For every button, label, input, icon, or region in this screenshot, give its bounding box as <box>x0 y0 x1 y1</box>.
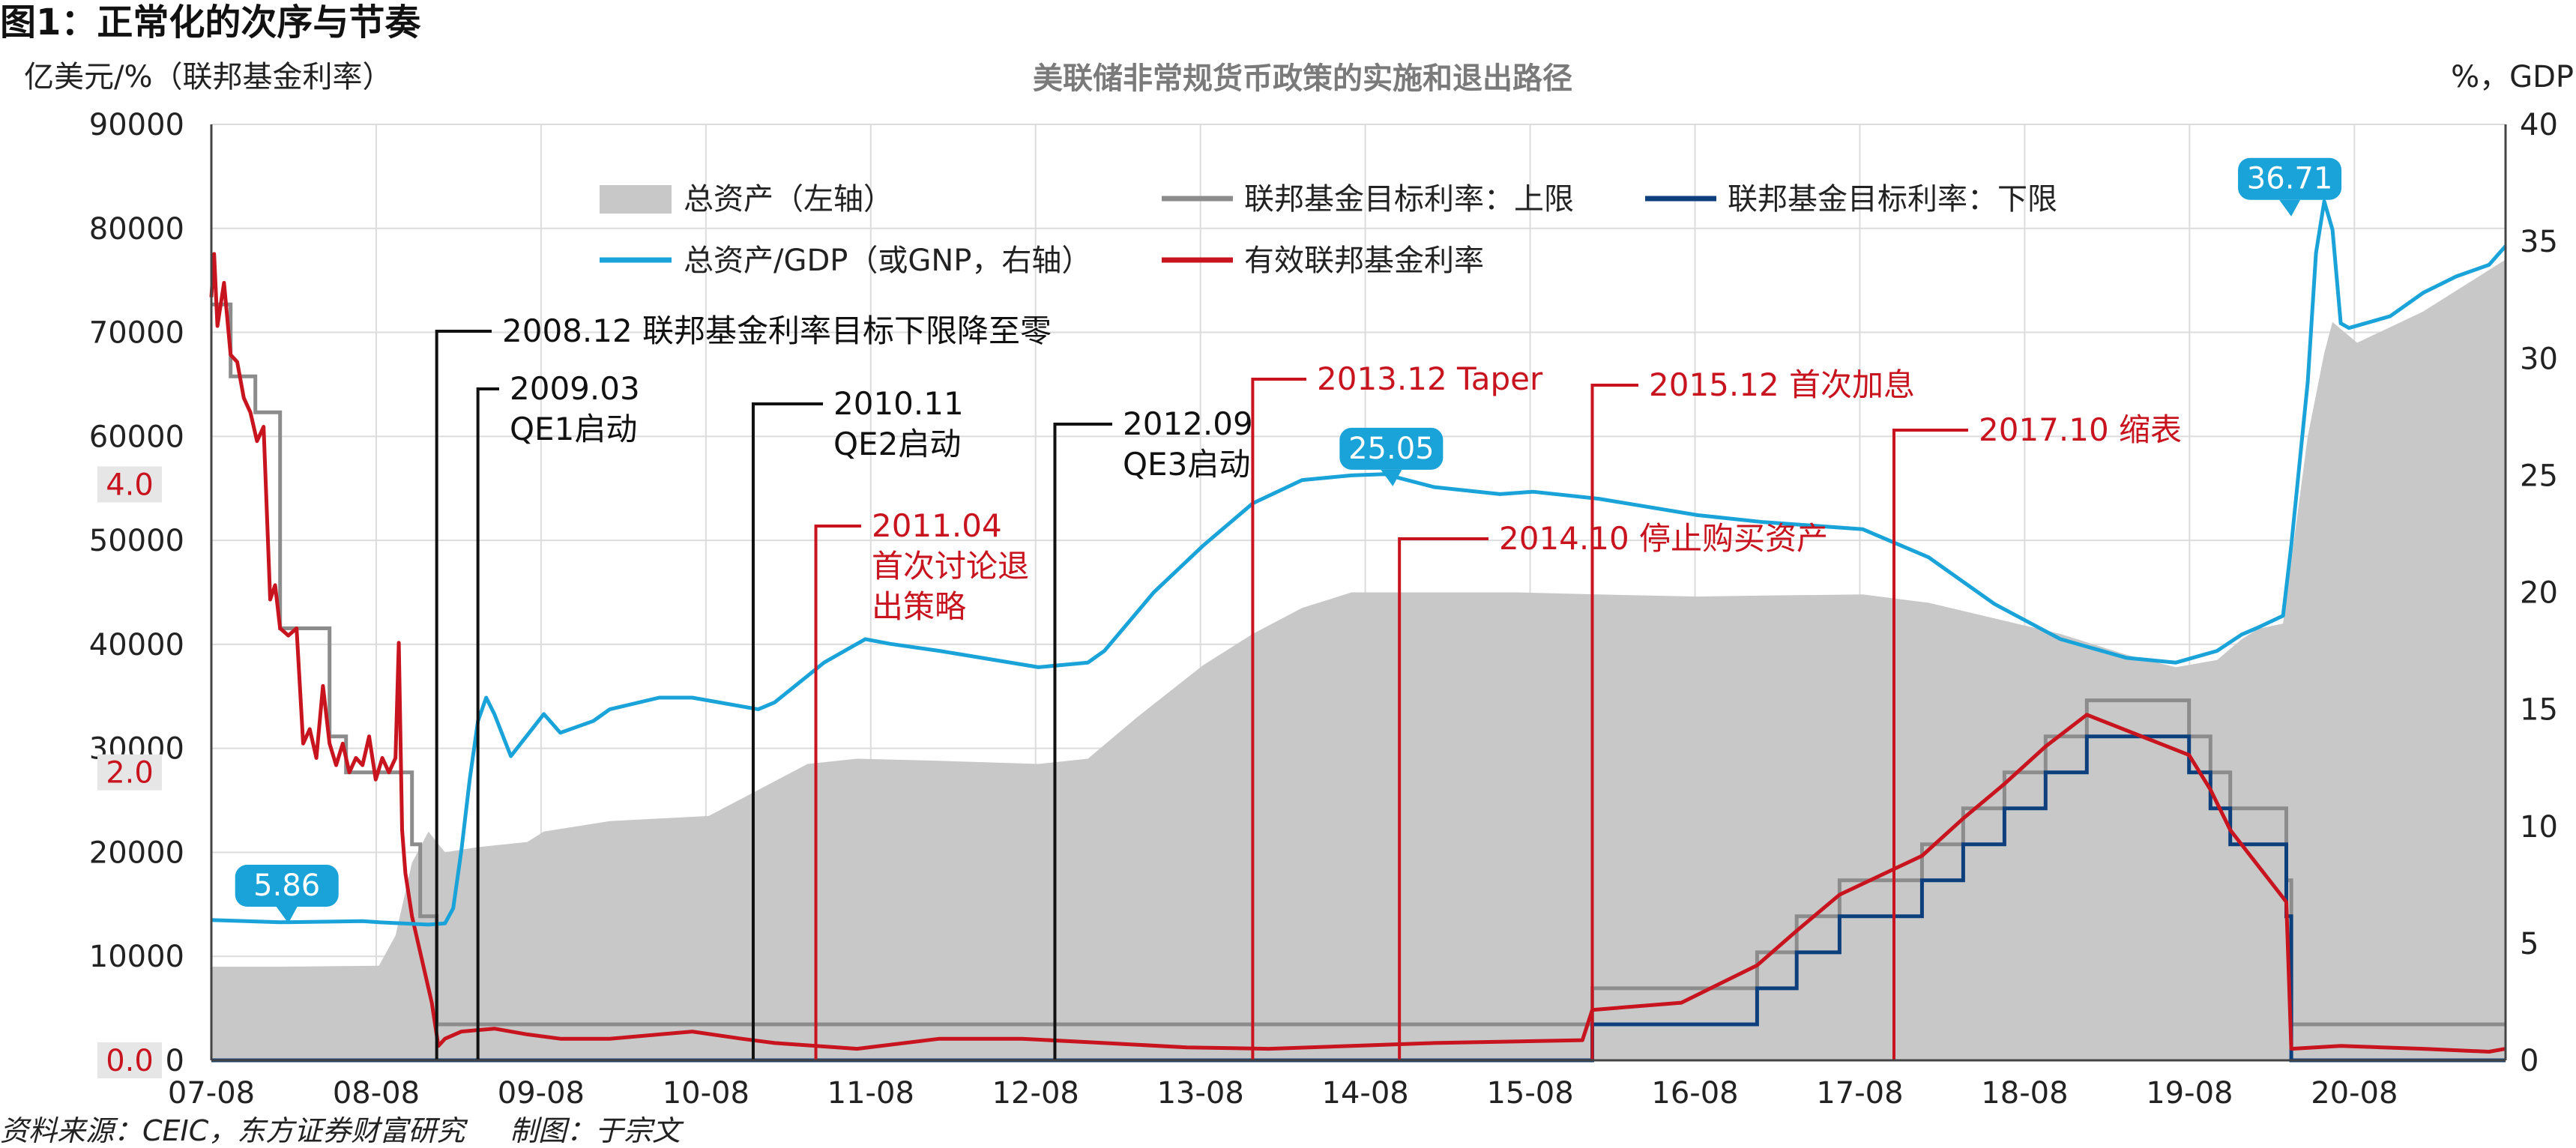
right-tick-label: 40 <box>2520 108 2558 142</box>
x-tick-label: 08-08 <box>333 1076 420 1111</box>
right-tick-label: 25 <box>2520 459 2558 493</box>
rate-tick-bg <box>97 1042 162 1078</box>
annotation-marker <box>1251 378 1306 1060</box>
x-tick-label: 09-08 <box>498 1076 585 1111</box>
annotation-text: 首次讨论退 <box>872 548 1029 584</box>
rate-tick-label: 4.0 <box>106 468 154 502</box>
annotation-date: 2011.04 <box>872 507 1002 544</box>
legend-label-assets: 总资产（左轴） <box>684 182 893 217</box>
annotation-date: 2010.11 <box>833 385 964 422</box>
source-note: 资料来源：CEIC，东方证券财富研究 <box>0 1114 468 1147</box>
right-tick-label: 15 <box>2520 693 2558 728</box>
x-tick-label: 18-08 <box>1981 1076 2068 1111</box>
legend-label-upper: 联邦基金目标利率：上限 <box>1244 182 1574 217</box>
right-axis-unit: %，GDP <box>2451 60 2574 94</box>
x-tick-label: 15-08 <box>1486 1076 1573 1111</box>
annotation-text: QE2启动 <box>833 426 961 462</box>
annotation-marker <box>1892 429 1968 1060</box>
x-tick-label: 11-08 <box>827 1076 914 1111</box>
series-assets-gdp-line <box>211 199 2507 927</box>
x-tick-label: 07-08 <box>168 1076 255 1111</box>
right-tick-label: 35 <box>2520 225 2558 259</box>
callout-label: 5.86 <box>253 868 320 903</box>
series-assets-area <box>211 259 2506 1060</box>
annotation-text: QE1启动 <box>510 411 637 447</box>
legend-label-gdp: 总资产/GDP（或GNP，右轴） <box>684 244 1091 278</box>
annotation-marker <box>1398 537 1488 1060</box>
x-tick-label: 13-08 <box>1157 1076 1244 1111</box>
x-tick-label: 16-08 <box>1651 1076 1738 1111</box>
right-tick-label: 30 <box>2520 342 2558 376</box>
annotation-label: 2017.10 缩表 <box>1979 411 2182 448</box>
callout-pointer <box>276 907 298 924</box>
left-tick-label: 80000 <box>89 212 184 247</box>
callout-box <box>235 865 339 907</box>
rate-tick-bg <box>97 754 162 791</box>
x-tick-label: 14-08 <box>1322 1076 1409 1111</box>
chart-title: 美联储非常规货币政策的实施和退出路径 <box>1033 61 1572 96</box>
x-tick-label: 12-08 <box>992 1076 1079 1111</box>
left-tick-label: 70000 <box>89 316 184 351</box>
rate-tick-label: 0.0 <box>106 1044 154 1078</box>
series-effr-line <box>209 252 2506 1054</box>
annotation-label: 2015.12 首次加息 <box>1649 366 1915 403</box>
rate-tick-bg <box>97 466 162 503</box>
x-tick-label: 10-08 <box>663 1076 749 1111</box>
annotation-marker <box>751 402 823 1060</box>
left-tick-label: 50000 <box>89 524 184 558</box>
x-tick-label: 19-08 <box>2146 1076 2233 1111</box>
callout-label: 25.05 <box>1348 432 1435 466</box>
series-upper-bound-line <box>211 302 2506 1027</box>
credit-note: 制图：于宗文 <box>510 1114 684 1147</box>
legend-label-lower: 联邦基金目标利率：下限 <box>1728 182 2057 217</box>
annotation-label: 2013.12 Taper <box>1317 360 1543 397</box>
annotation-marker <box>814 525 861 1060</box>
annotation-date: 2009.03 <box>510 370 640 407</box>
right-tick-label: 10 <box>2520 810 2558 845</box>
left-tick-label: 10000 <box>89 940 184 974</box>
callout-box <box>1339 427 1444 470</box>
callout-box <box>2238 157 2342 200</box>
plot-area: 2008.12 联邦基金利率目标下限降至零 2009.03 QE1启动 2010.11… <box>209 124 2507 1063</box>
callout-bubble: 36.71 <box>2238 157 2342 217</box>
left-axis-unit: 亿美元/%（联邦基金利率） <box>24 60 392 94</box>
left-tick-label: 90000 <box>89 108 184 142</box>
x-tick-label: 17-08 <box>1816 1076 1903 1111</box>
figure-title: 图1：正常化的次序与节奏 <box>0 1 421 43</box>
legend: 总资产（左轴） 联邦基金目标利率：上限 联邦基金目标利率：下限 总资产/GDP（… <box>600 182 2057 278</box>
callout-bubble: 5.86 <box>235 865 339 924</box>
annotation-marker <box>1590 384 1638 1060</box>
callout-pointer <box>1381 469 1402 486</box>
annotation-marker <box>1053 423 1112 1060</box>
right-tick-label: 20 <box>2520 576 2558 611</box>
annotation-text: QE3启动 <box>1123 446 1250 483</box>
annotation-label: 2014.10 停止购买资产 <box>1499 520 1828 557</box>
annotation-date: 2012.09 <box>1123 405 1253 442</box>
callout-bubble: 25.05 <box>1339 427 1444 486</box>
x-tick-label: 20-08 <box>2311 1076 2398 1111</box>
callout-pointer <box>2279 199 2301 217</box>
annotation-marker <box>476 387 499 1060</box>
annotation-marker <box>435 330 492 1060</box>
right-tick-label: 0 <box>2520 1044 2539 1078</box>
legend-swatch-assets <box>600 185 672 214</box>
annotation-text: 出策略 <box>872 588 966 625</box>
left-tick-label: 60000 <box>89 420 184 454</box>
left-tick-label: 20000 <box>89 836 184 870</box>
left-tick-label: 40000 <box>89 628 184 662</box>
rate-tick-label: 2.0 <box>106 756 154 791</box>
callout-label: 36.71 <box>2247 162 2333 196</box>
legend-label-effr: 有效联邦基金利率 <box>1244 244 1484 278</box>
left-tick-label: 0 <box>166 1044 184 1078</box>
annotations: 2008.12 联邦基金利率目标下限降至零 2009.03 QE1启动 2010.11… <box>435 312 2182 1060</box>
annotation-label: 2008.12 联邦基金利率目标下限降至零 <box>502 312 1052 349</box>
series-lower-bound-line <box>211 734 2506 1063</box>
right-tick-label: 5 <box>2520 927 2539 961</box>
axes: 0100002000030000400005000060000700008000… <box>89 108 2558 1111</box>
